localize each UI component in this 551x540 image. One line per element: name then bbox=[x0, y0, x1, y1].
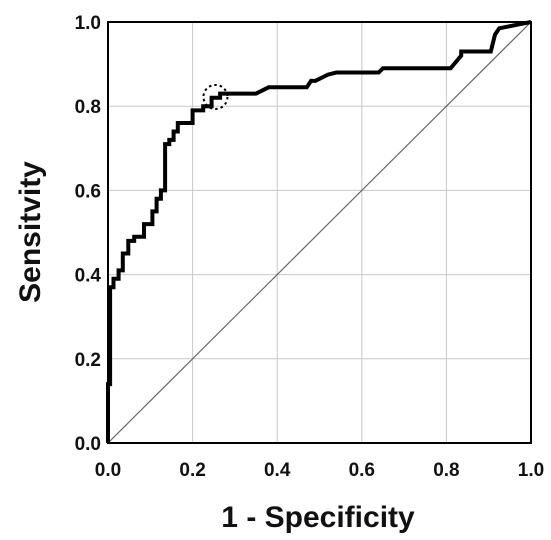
y-tick-label: 0.2 bbox=[75, 350, 101, 371]
x-axis-title: 1 - Specificity bbox=[221, 501, 415, 534]
y-tick-label: 1.0 bbox=[75, 13, 101, 34]
cutoff-point-marker bbox=[202, 83, 229, 110]
reference-diagonal-line bbox=[107, 21, 532, 444]
annotations-group bbox=[202, 83, 229, 110]
y-tick-label: 0.6 bbox=[75, 181, 101, 202]
reference-diagonal-group bbox=[107, 21, 532, 444]
x-axis-ticks: 0.0 0.2 0.4 0.6 0.8 1.0 bbox=[95, 460, 544, 481]
x-tick-label: 1.0 bbox=[518, 460, 544, 481]
x-tick-label: 0.8 bbox=[433, 460, 459, 481]
y-tick-label: 0.0 bbox=[75, 434, 101, 455]
roc-curve-line-0 bbox=[106, 20, 532, 443]
x-tick-label: 0.0 bbox=[95, 460, 121, 481]
y-tick-label: 0.4 bbox=[75, 266, 102, 287]
x-tick-label: 0.6 bbox=[349, 460, 375, 481]
plot-area bbox=[107, 21, 532, 444]
y-axis-ticks: 0.0 0.2 0.4 0.6 0.8 1.0 bbox=[75, 13, 102, 455]
series-group bbox=[106, 20, 532, 443]
x-tick-label: 0.4 bbox=[264, 460, 291, 481]
y-axis-title: Sensitvity bbox=[14, 161, 47, 303]
grid bbox=[108, 22, 531, 443]
y-tick-label: 0.8 bbox=[75, 97, 101, 118]
x-tick-label: 0.2 bbox=[179, 460, 205, 481]
